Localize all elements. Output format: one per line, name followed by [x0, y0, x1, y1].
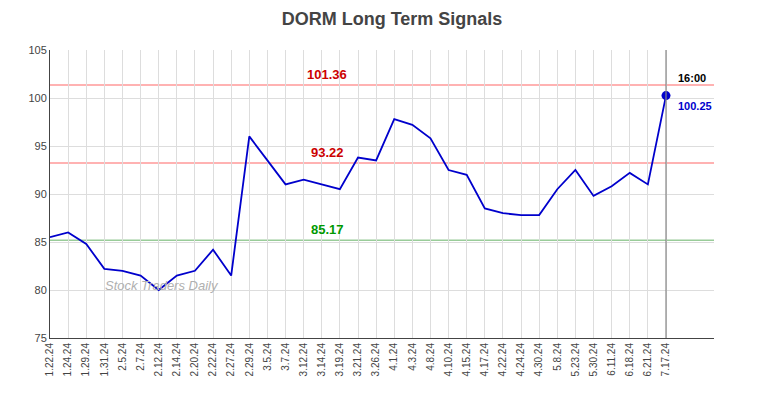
svg-text:7.17.24: 7.17.24 [660, 343, 671, 377]
svg-text:4.30.24: 4.30.24 [533, 343, 544, 377]
svg-text:4.3.24: 4.3.24 [407, 343, 418, 371]
svg-text:4.8.24: 4.8.24 [425, 343, 436, 371]
svg-text:2.12.24: 2.12.24 [153, 343, 164, 377]
svg-text:2.14.24: 2.14.24 [171, 343, 182, 377]
svg-text:3.7.24: 3.7.24 [280, 343, 291, 371]
svg-text:2.5.24: 2.5.24 [117, 343, 128, 371]
svg-text:3.5.24: 3.5.24 [262, 343, 273, 371]
svg-text:4.1.24: 4.1.24 [388, 343, 399, 371]
svg-text:95: 95 [35, 140, 47, 152]
svg-text:5.8.24: 5.8.24 [552, 343, 563, 371]
svg-text:4.17.24: 4.17.24 [479, 343, 490, 377]
svg-text:75: 75 [35, 332, 47, 344]
svg-text:2.27.24: 2.27.24 [225, 343, 236, 377]
svg-text:1.22.24: 1.22.24 [44, 343, 55, 377]
svg-text:4.22.24: 4.22.24 [497, 343, 508, 377]
svg-text:6.18.24: 6.18.24 [624, 343, 635, 377]
svg-text:100.25: 100.25 [678, 100, 712, 112]
svg-text:4.24.24: 4.24.24 [515, 343, 526, 377]
svg-text:2.22.24: 2.22.24 [207, 343, 218, 377]
svg-text:DORM Long Term Signals: DORM Long Term Signals [282, 9, 503, 29]
svg-text:93.22: 93.22 [311, 145, 344, 160]
svg-text:105: 105 [28, 44, 46, 56]
svg-text:2.7.24: 2.7.24 [135, 343, 146, 371]
svg-text:1.29.24: 1.29.24 [80, 343, 91, 377]
svg-text:4.10.24: 4.10.24 [443, 343, 454, 377]
svg-text:3.26.24: 3.26.24 [370, 343, 381, 377]
svg-text:Stock Traders Daily: Stock Traders Daily [105, 278, 219, 293]
svg-text:3.14.24: 3.14.24 [316, 343, 327, 377]
svg-text:85.17: 85.17 [311, 222, 344, 237]
svg-text:85: 85 [35, 236, 47, 248]
svg-text:5.23.24: 5.23.24 [570, 343, 581, 377]
svg-text:5.30.24: 5.30.24 [588, 343, 599, 377]
svg-text:101.36: 101.36 [307, 67, 347, 82]
svg-text:3.21.24: 3.21.24 [352, 343, 363, 377]
svg-text:90: 90 [35, 188, 47, 200]
svg-text:3.19.24: 3.19.24 [334, 343, 345, 377]
svg-text:80: 80 [35, 284, 47, 296]
svg-text:16:00: 16:00 [678, 72, 706, 84]
svg-text:100: 100 [28, 92, 46, 104]
svg-text:6.21.24: 6.21.24 [642, 343, 653, 377]
svg-text:1.24.24: 1.24.24 [62, 343, 73, 377]
svg-text:1.31.24: 1.31.24 [99, 343, 110, 377]
svg-text:2.20.24: 2.20.24 [189, 343, 200, 377]
svg-text:6.11.24: 6.11.24 [606, 343, 617, 376]
svg-text:4.15.24: 4.15.24 [461, 343, 472, 377]
svg-text:2.29.24: 2.29.24 [244, 343, 255, 377]
svg-text:3.12.24: 3.12.24 [298, 343, 309, 377]
